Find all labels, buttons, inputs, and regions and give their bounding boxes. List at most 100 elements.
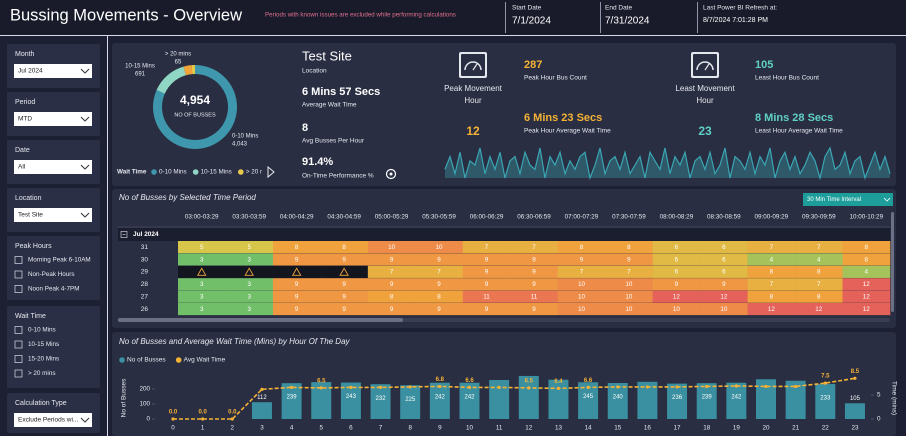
kpi-text: Peak Hour Bus Count — [524, 75, 587, 82]
cell-value: 8 — [390, 293, 394, 300]
heat-cell — [510, 253, 559, 266]
y2-tick-label: 5 — [877, 392, 881, 399]
legend: 0-10 Mins 10-15 Mins > 20 mins — [151, 169, 262, 176]
y-tick-label: 100 — [139, 401, 150, 408]
checkbox-label: > 20 mins — [28, 370, 55, 377]
bar — [400, 385, 421, 419]
cell-value: 4 — [770, 256, 774, 263]
cell-value: 12 — [673, 293, 681, 300]
row-header — [118, 278, 178, 291]
heat-cell — [272, 253, 321, 266]
kpi-title-box: Least Movement Hour — [675, 84, 734, 105]
filter-label: Wait Time — [15, 313, 46, 320]
heat-cell — [842, 253, 891, 266]
refresh-time: 8/7/2024 7:01:28 PM — [703, 17, 768, 24]
heat-cell — [652, 265, 701, 279]
cell-value: 12 — [863, 293, 871, 300]
x-tick-label: 1 — [201, 425, 205, 432]
heat-cell — [795, 303, 843, 316]
heat-cell — [747, 241, 796, 254]
x-tick-label: 6 — [349, 425, 353, 432]
heat-cell — [320, 303, 369, 316]
column-header: 08:00-08:29 — [660, 214, 694, 221]
cell-value: 9 — [437, 256, 441, 263]
cell-value: 10 — [578, 306, 586, 313]
checkbox[interactable] — [14, 369, 23, 378]
interval-dropdown[interactable] — [803, 193, 893, 206]
line-label: 7.5 — [821, 374, 830, 380]
cell-value: 7 — [485, 244, 489, 251]
x-tick-label: 2 — [231, 425, 235, 432]
dropdown[interactable] — [14, 413, 92, 427]
heat-cell — [510, 241, 559, 254]
heat-cell — [747, 278, 796, 291]
cell-value: 7 — [390, 269, 394, 276]
wait-line — [173, 377, 856, 420]
dropdown[interactable] — [14, 208, 92, 222]
collapse-icon[interactable] — [120, 231, 128, 238]
dropdown-chevron — [80, 417, 90, 423]
dropdown[interactable] — [14, 112, 92, 126]
heat-cell — [605, 278, 653, 291]
wait-marker — [675, 385, 679, 389]
heat-cell — [700, 253, 748, 266]
legend-swatch — [151, 169, 157, 175]
y2-tick-label: 0 — [877, 416, 881, 423]
heat-cell — [178, 278, 226, 291]
play-button[interactable] — [267, 165, 275, 179]
heat-cell — [652, 290, 701, 303]
wait-marker — [497, 385, 501, 390]
column-header: 07:00-07:29 — [565, 214, 599, 221]
heat-cell — [557, 241, 606, 254]
bar-label: 242 — [464, 394, 475, 400]
row-header — [118, 253, 178, 266]
info-icon[interactable] — [385, 168, 397, 180]
checkbox[interactable] — [14, 326, 23, 334]
checkbox-label: Morning Peak 6-10AM — [28, 257, 91, 264]
legend-label: 10-15 Mins — [201, 169, 232, 176]
cell-value: 9 — [295, 281, 299, 288]
x-tick-label: 8 — [408, 425, 412, 432]
checkbox[interactable] — [14, 355, 23, 363]
cell-value: 9 — [295, 256, 299, 263]
bar-label: 243 — [346, 394, 357, 400]
x-tick-label: 21 — [792, 425, 800, 432]
gauge-needle — [704, 63, 710, 71]
cell-value: 10 — [578, 293, 586, 300]
cell-value: 7 — [770, 244, 774, 251]
cell-value: 3 — [200, 293, 204, 300]
heat-cell — [178, 290, 226, 303]
empty-cell — [225, 265, 273, 279]
wait-marker — [467, 385, 472, 390]
heat-cell — [415, 303, 464, 316]
dropdown-value: Jul 2024 — [18, 68, 43, 75]
checkbox-label: 15-20 Mins — [28, 356, 59, 363]
bar — [251, 402, 272, 419]
slice-label: 10-15 Mins — [125, 64, 155, 70]
cell-value: 7 — [580, 269, 584, 276]
dropdown[interactable] — [14, 64, 92, 78]
vscroll-thumb[interactable] — [891, 212, 894, 312]
heat-cell — [367, 290, 416, 303]
heat-cell — [700, 241, 748, 254]
heat-cell — [557, 265, 606, 279]
heat-cell — [747, 265, 796, 279]
checkbox[interactable] — [14, 285, 23, 293]
kpi-text: Least Hour Bus Count — [755, 75, 819, 82]
line-label: 6.6 — [465, 378, 474, 384]
bar-label: 242 — [731, 394, 742, 400]
dropdown[interactable] — [14, 160, 92, 174]
bar-label: 240 — [613, 395, 624, 401]
end-date-label: End Date — [605, 5, 632, 12]
kpi-text: 8 Mins 28 Secs — [755, 112, 833, 124]
kpi-panel — [112, 43, 896, 186]
gauge-arc — [696, 61, 714, 71]
checkbox[interactable] — [14, 340, 23, 349]
checkbox[interactable] — [14, 256, 23, 264]
cell-value: 10 — [673, 306, 681, 313]
heat-cell — [795, 290, 843, 303]
checkbox[interactable] — [14, 270, 23, 279]
bar-label: 233 — [820, 396, 831, 402]
cell-value: 9 — [532, 281, 536, 288]
scrollbar-thumb[interactable] — [118, 318, 403, 322]
